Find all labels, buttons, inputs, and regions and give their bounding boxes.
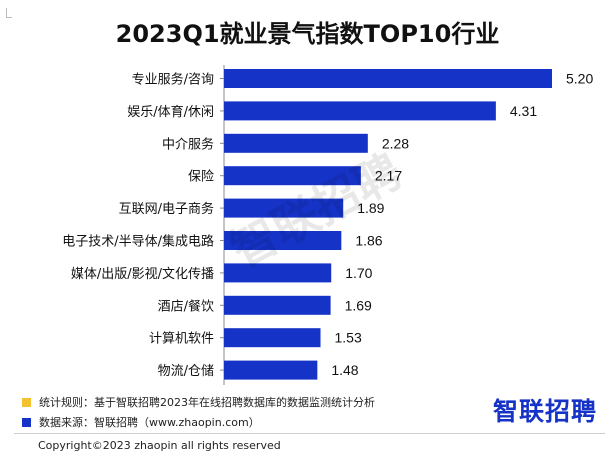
category-label: 中介服务 bbox=[162, 136, 214, 152]
corner-mark bbox=[6, 8, 12, 18]
bar bbox=[224, 69, 552, 88]
footnotes: 统计规则：基于智联招聘2023年在线招聘数据库的数据监测统计分析 数据来源：智联… bbox=[22, 392, 375, 432]
bar bbox=[224, 295, 331, 315]
zhaopin-logo: 智联招聘 bbox=[492, 397, 597, 426]
bar bbox=[224, 166, 361, 186]
bar bbox=[224, 328, 321, 348]
note-text: 统计规则：基于智联招聘2023年在线招聘数据库的数据监测统计分析 bbox=[39, 396, 375, 409]
value-label: 1.69 bbox=[345, 297, 372, 313]
copyright: Copyright©2023 zhaopin all rights reserv… bbox=[38, 439, 281, 452]
category-label: 互联网/电子商务 bbox=[119, 201, 214, 217]
value-label: 1.89 bbox=[357, 200, 384, 216]
value-label: 1.48 bbox=[331, 362, 358, 378]
note-data-source: 数据来源：智联招聘（www.zhaopin.com） bbox=[22, 412, 375, 432]
bar bbox=[224, 198, 344, 218]
value-label: 2.28 bbox=[382, 135, 409, 151]
category-label: 计算机软件 bbox=[149, 332, 214, 347]
value-label: 5.20 bbox=[566, 71, 593, 87]
value-label: 4.31 bbox=[510, 103, 537, 119]
value-label: 2.17 bbox=[375, 168, 402, 184]
bar bbox=[224, 133, 368, 153]
bar bbox=[224, 231, 342, 250]
bar-chart: 专业服务/咨询 5.20 娱乐/体育/休闲 4.31 中介服务 2.28 保险 2.17 互联网… bbox=[62, 65, 593, 385]
bar bbox=[224, 263, 332, 283]
category-label: 娱乐/体育/休闲 bbox=[127, 104, 214, 120]
bar bbox=[224, 360, 318, 380]
category-label: 电子技术/半导体/集成电路 bbox=[62, 234, 214, 250]
note-text: 数据来源：智联招聘（www.zhaopin.com） bbox=[39, 416, 260, 429]
value-label: 1.70 bbox=[345, 265, 372, 281]
bar bbox=[224, 101, 496, 121]
category-label: 物流/仓储 bbox=[158, 364, 214, 379]
yellow-square-icon bbox=[22, 397, 31, 407]
value-label: 1.86 bbox=[355, 233, 382, 249]
divider bbox=[14, 433, 605, 434]
note-stat-rule: 统计规则：基于智联招聘2023年在线招聘数据库的数据监测统计分析 bbox=[22, 392, 375, 412]
category-label: 保险 bbox=[188, 170, 214, 185]
category-label: 酒店/餐饮 bbox=[158, 298, 214, 314]
value-label: 1.53 bbox=[335, 330, 362, 346]
chart-title: 2023Q1就业景气指数TOP10行业 bbox=[115, 20, 500, 48]
category-label: 媒体/出版/影视/文化传播 bbox=[71, 267, 214, 282]
category-label: 专业服务/咨询 bbox=[132, 72, 214, 88]
blue-square-icon bbox=[22, 417, 31, 427]
